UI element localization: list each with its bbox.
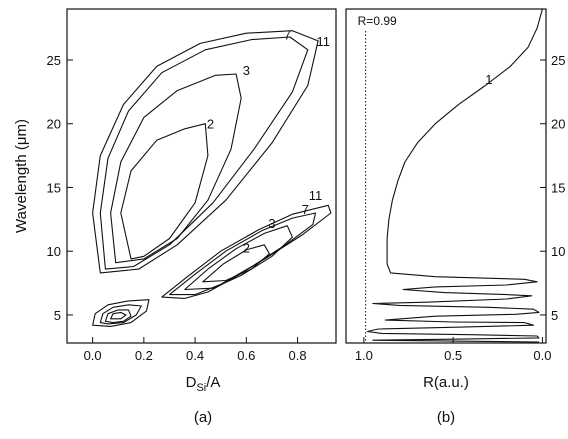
panel-a-y-tick-label: 5 bbox=[54, 308, 61, 323]
panel-b-x-axis-title: R(a.u.) bbox=[423, 374, 469, 391]
contour-region-middle bbox=[161, 204, 332, 299]
contour-label-11: 11 bbox=[316, 34, 330, 49]
contour-middle-level-2 bbox=[202, 244, 270, 283]
panel-b-y-tick-label: 15 bbox=[551, 180, 565, 195]
panel-b-x-tick-label: 0.0 bbox=[533, 348, 551, 363]
panel-b-y-tick-label: 20 bbox=[551, 117, 565, 132]
panel-a-y-tick-label: 20 bbox=[47, 117, 61, 132]
series-1-label: 1 bbox=[485, 72, 492, 87]
contour-label-3: 3 bbox=[243, 63, 250, 78]
contour-middle-level-3 bbox=[184, 225, 293, 291]
contour-label-7: 7 bbox=[302, 202, 309, 217]
panel-b-x-tick-label: 0.5 bbox=[444, 348, 462, 363]
panel-b-x-tick-label: 1.0 bbox=[355, 348, 373, 363]
panel-a-x-tick-label: 0.6 bbox=[237, 348, 255, 363]
contour-lower-level-3 bbox=[104, 309, 132, 324]
panel-a-axes: 0.0 0.2 0.4 0.6 0.8 5 10 15 20 25 bbox=[47, 53, 307, 363]
panel-a-x-tick-label: 0.8 bbox=[289, 348, 307, 363]
contour-upper-level-3 bbox=[110, 73, 242, 264]
panel-b-label: (b) bbox=[437, 409, 455, 426]
panel-b-axes: 1.0 0.5 0.0 5 10 15 20 25 bbox=[355, 53, 566, 363]
contour-upper-level-7 bbox=[99, 36, 309, 270]
panel-b-curve: 1 bbox=[366, 8, 543, 343]
contour-region-upper bbox=[92, 30, 319, 274]
reference-line-label: R=0.99 bbox=[358, 14, 397, 28]
panel-a-x-tick-label: 0.2 bbox=[135, 348, 153, 363]
panel-a-label: (a) bbox=[194, 409, 212, 426]
panel-b-y-tick-label: 5 bbox=[551, 308, 558, 323]
panel-a-x-axis-title: DSi/A bbox=[186, 374, 221, 394]
panel-b-y-tick-label: 10 bbox=[551, 244, 565, 259]
contour-label-3: 3 bbox=[268, 216, 275, 231]
contour-label-7: 7 bbox=[284, 27, 291, 42]
panel-b-frame bbox=[345, 8, 547, 344]
panel-b-reference: R=0.99 bbox=[358, 14, 397, 343]
panel-a-x-tick-label: 0.4 bbox=[186, 348, 204, 363]
contour-label-11: 11 bbox=[309, 188, 323, 203]
panel-a-y-tick-label: 10 bbox=[47, 244, 61, 259]
contour-label-2: 2 bbox=[243, 240, 250, 255]
contour-upper-level-11 bbox=[92, 30, 319, 274]
contour-middle-level-11 bbox=[161, 204, 332, 299]
panel-a-y-tick-label: 15 bbox=[47, 180, 61, 195]
contour-upper-level-2 bbox=[120, 123, 209, 260]
panel-a-y-tick-label: 25 bbox=[47, 53, 61, 68]
panel-a-contours bbox=[92, 30, 332, 327]
contour-lower-level-7 bbox=[99, 304, 142, 325]
contour-region-lower bbox=[92, 299, 150, 327]
panel-a-y-axis-title: Wavelength (μm) bbox=[13, 119, 30, 233]
contour-label-2: 2 bbox=[207, 117, 214, 132]
series-1-line bbox=[366, 8, 543, 343]
panel-b-y-tick-label: 25 bbox=[551, 53, 565, 68]
panel-a-frame bbox=[66, 8, 337, 344]
contour-lower-level-11 bbox=[92, 299, 150, 327]
contour-lower-level-2 bbox=[110, 311, 127, 320]
panel-a-x-tick-label: 0.0 bbox=[84, 348, 102, 363]
panel-b: R=0.99 1 1.0 0.5 0.0 5 10 15 20 25 R(a.u.) (b) bbox=[345, 8, 566, 426]
